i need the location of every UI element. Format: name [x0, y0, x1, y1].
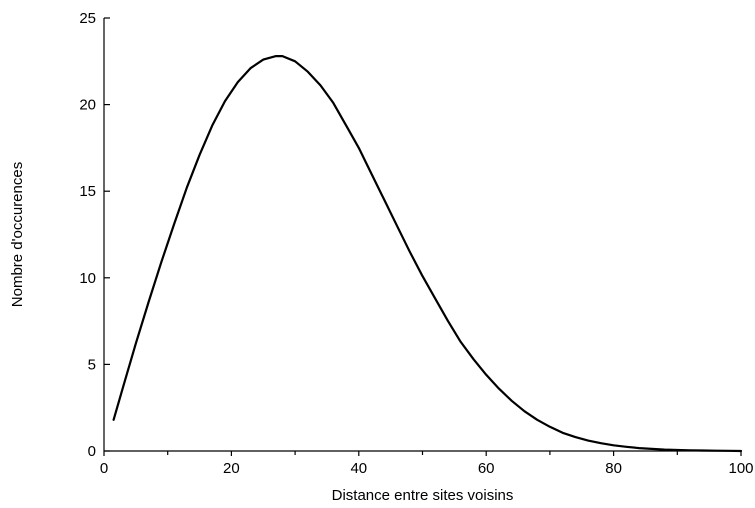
plot-area: 0 20 40 60 80 100 0 5 10 15 20 25: [79, 10, 753, 477]
x-tick-label: 40: [350, 460, 367, 477]
y-tick-label: 10: [79, 270, 96, 287]
x-tick-label: 60: [478, 460, 495, 477]
y-tick-label: 5: [88, 356, 96, 373]
y-axis-ticks: 0 5 10 15 20 25: [79, 10, 110, 460]
x-axis-ticks: 0 20 40 60 80 100: [100, 451, 754, 477]
x-tick-label: 80: [605, 460, 622, 477]
y-tick-label: 0: [88, 443, 96, 460]
y-tick-label: 15: [79, 183, 96, 200]
x-tick-label: 100: [728, 460, 753, 477]
series-line-0: [112, 54, 743, 453]
x-tick-label: 20: [223, 460, 240, 477]
y-tick-label: 20: [79, 97, 96, 114]
x-tick-label: 0: [100, 460, 108, 477]
x-axis-title: Distance entre sites voisins: [332, 487, 514, 504]
y-axis-title: Nombre d'occurences: [9, 162, 26, 307]
y-tick-label: 25: [79, 10, 96, 27]
series-group: [112, 54, 743, 453]
